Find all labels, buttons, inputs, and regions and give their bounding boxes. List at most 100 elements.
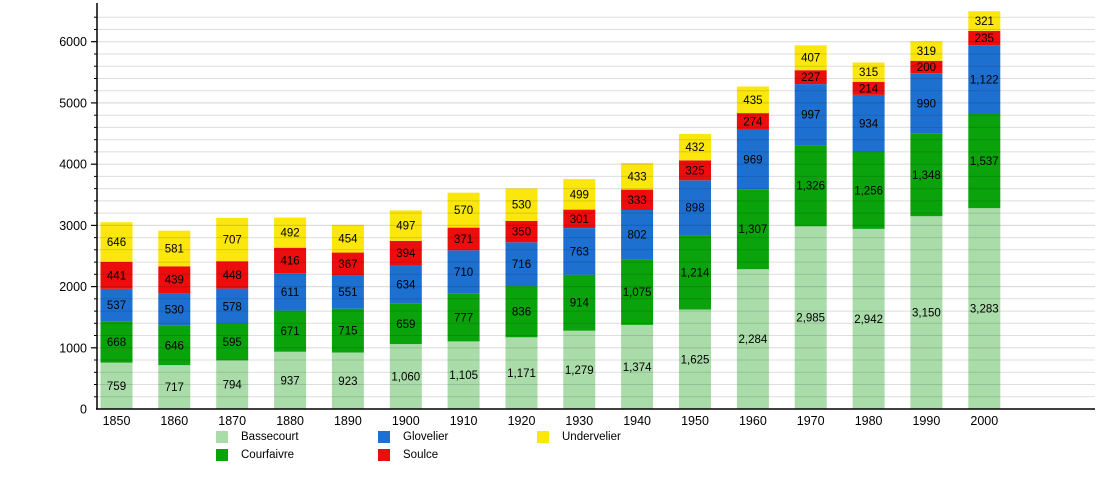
bar-segment-1950-glovelier [679,180,711,236]
segment-value-label: 1,171 [507,368,536,380]
segment-value-label: 1,537 [970,156,999,168]
bar-segment-1940-undervelier [621,163,654,190]
segment-value-label: 777 [454,313,473,325]
bar-segment-1860-courfaivre [158,325,191,366]
bar-segment-1990-courfaivre [910,133,943,217]
segment-value-label: 530 [512,200,531,212]
bar-segment-1930-soulce [563,209,596,228]
segment-value-label: 371 [454,234,473,246]
bar-segment-1990-soulce [910,60,943,73]
bar-segment-1910-glovelier [447,250,480,294]
bar-segment-1980-glovelier [852,94,885,153]
segment-value-label: 454 [338,234,358,246]
bar-segment-1860-soulce [158,266,191,294]
bar-segment-1970-bassecourt [794,226,827,409]
segment-value-label: 1,060 [391,372,420,384]
segment-value-label: 492 [281,228,300,240]
bar-segment-1940-courfaivre [621,259,654,325]
x-tick-label-1940: 1940 [623,414,651,428]
segment-value-label: 1,075 [623,287,652,299]
bar-segment-1930-bassecourt [563,330,596,409]
segment-value-label: 1,105 [449,370,478,382]
segment-value-label: 1,348 [912,170,941,182]
segment-value-label: 969 [743,155,762,167]
segment-value-label: 715 [338,326,357,338]
bar-segment-2000-courfaivre [968,114,1001,209]
segment-value-label: 914 [570,298,590,310]
segment-value-label: 301 [570,214,589,226]
bar-segment-1890-courfaivre [331,308,364,353]
segment-value-label: 200 [917,62,936,74]
bar-segment-1880-undervelier [274,217,307,248]
bar-segment-1950-courfaivre [679,235,711,310]
segment-value-label: 634 [396,279,416,291]
y-tick-label: 6000 [59,35,87,49]
bar-segment-1890-glovelier [331,275,364,309]
segment-value-label: 1,307 [739,224,768,236]
bar-segment-1960-courfaivre [736,189,769,270]
bar-segment-1850-glovelier [100,288,133,322]
bar-segment-1930-glovelier [563,228,596,275]
segment-value-label: 794 [223,380,243,392]
segment-value-label: 448 [223,270,242,282]
segment-value-label: 671 [281,326,300,338]
bar-segment-1860-bassecourt [158,365,191,409]
segment-value-label: 497 [396,221,415,233]
bar-segment-1940-bassecourt [621,324,654,409]
bar-segment-1970-glovelier [794,84,827,146]
bar-segment-1890-soulce [331,252,364,275]
segment-value-label: 3,283 [970,304,999,316]
y-tick-label: 3000 [59,219,87,233]
segment-value-label: 716 [512,259,531,271]
x-tick-label-1930: 1930 [565,414,593,428]
bar-segment-1880-glovelier [274,273,307,311]
bar-segment-1920-soulce [505,220,538,243]
segment-value-label: 595 [223,337,242,349]
segment-value-label: 836 [512,307,531,319]
segment-value-label: 659 [396,319,415,331]
segment-value-label: 710 [454,267,473,279]
segment-value-label: 441 [107,270,126,282]
bar-segment-1850-bassecourt [100,362,133,409]
bar-segment-1880-courfaivre [274,310,307,352]
bar-segment-1930-courfaivre [563,274,596,331]
segment-value-label: 530 [165,304,184,316]
segment-value-label: 394 [396,248,416,260]
segment-value-label: 763 [570,246,589,258]
segment-value-label: 435 [743,95,762,107]
segment-value-label: 1,279 [565,365,594,377]
segment-value-label: 2,284 [739,334,768,346]
segment-value-label: 321 [975,16,994,28]
bar-segment-1930-undervelier [563,179,596,210]
bar-segment-1950-bassecourt [679,309,711,409]
bar-segment-2000-undervelier [968,11,1001,31]
bar-segment-1900-glovelier [389,265,422,304]
segment-value-label: 537 [107,300,126,312]
segment-value-label: 934 [859,118,879,130]
segment-value-label: 439 [165,275,184,287]
segment-value-label: 367 [338,259,357,271]
segment-value-label: 898 [685,203,704,215]
bar-segment-1960-glovelier [736,129,769,190]
y-tick-label: 5000 [59,96,87,110]
bar-segment-1920-undervelier [505,188,538,221]
y-tick-label: 2000 [59,280,87,294]
segment-value-label: 432 [685,142,704,154]
bar-segment-1990-undervelier [910,41,943,61]
segment-value-label: 570 [454,205,473,217]
segment-value-label: 2,985 [796,313,825,325]
segment-value-label: 319 [917,46,936,58]
bar-segment-1870-undervelier [216,217,249,262]
y-tick-label: 1000 [59,341,87,355]
bar-segment-2000-soulce [968,30,1001,46]
segment-value-label: 235 [975,33,994,45]
segment-value-label: 274 [743,117,763,129]
segment-value-label: 333 [628,195,647,207]
bar-segment-1900-undervelier [389,210,422,241]
x-tick-label-1920: 1920 [508,414,536,428]
bar-segment-1970-courfaivre [794,145,827,227]
bar-segment-1870-bassecourt [216,360,249,409]
segment-value-label: 717 [165,382,184,394]
segment-value-label: 578 [223,301,242,313]
bar-segment-1970-undervelier [794,45,827,71]
